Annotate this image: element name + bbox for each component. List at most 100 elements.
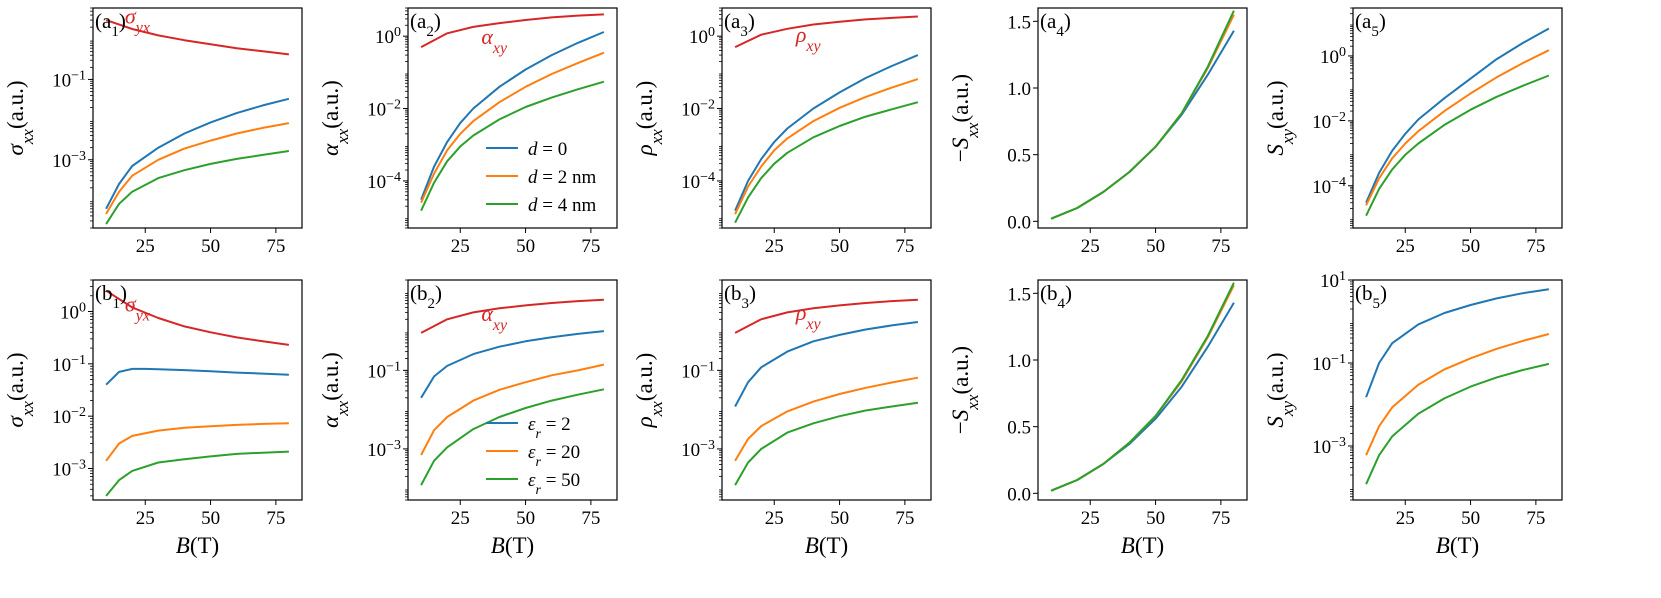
series-a2-0 [420, 13, 604, 48]
x-tick-label: 75 [895, 236, 914, 257]
x-tick-label: 50 [1146, 508, 1165, 529]
axes-frame [1352, 279, 1563, 501]
y-tick-label: 10−3 [52, 457, 86, 481]
series-b5-0 [1365, 288, 1550, 398]
y-tick-label: 10−2 [367, 97, 401, 121]
series-b1-0 [105, 289, 290, 346]
x-tick-label: 75 [581, 508, 600, 529]
y-tick-label: 10−4 [367, 169, 401, 193]
series-a2-3 [420, 80, 605, 212]
legend: d = 0 d = 2 nm d = 4 nm [486, 139, 596, 216]
panel-label: (b3) [724, 281, 756, 312]
axes-frame [407, 279, 618, 501]
series-b4-0 [1050, 302, 1235, 492]
y-tick-label: 10−3 [681, 437, 715, 461]
x-tick-label: 75 [1526, 236, 1545, 257]
y-tick-label: 10−3 [367, 437, 401, 461]
x-axis-label: B(T) [1121, 533, 1164, 558]
annotation-label: ρxy [795, 300, 822, 333]
x-tick-label: 50 [516, 236, 535, 257]
y-tick-label: 101 [1320, 269, 1346, 293]
x-tick-label: 75 [1211, 236, 1230, 257]
y-tick-label: 0.0 [1007, 212, 1031, 233]
series-b3-1 [734, 321, 919, 407]
series-b4-2 [1050, 282, 1235, 492]
y-tick-label: 10−1 [1312, 352, 1346, 376]
annotation-label: σyx [125, 3, 150, 36]
axes-frame [407, 7, 618, 229]
x-tick-label: 75 [266, 508, 285, 529]
x-tick-label: 75 [581, 236, 600, 257]
panel-b4: 25 50 75 0.0 0.5 1.0 1.5 −Sxx(a.u.) B(T) (b4) [948, 279, 1248, 558]
panel-label: (a2) [410, 9, 441, 40]
series-a5-2 [1365, 74, 1550, 217]
x-tick-label: 25 [1396, 508, 1415, 529]
x-axis-label: B(T) [1436, 533, 1479, 558]
series-b2-0 [420, 298, 604, 334]
legend-entry: εr = 50 [528, 470, 580, 498]
x-tick-label: 75 [1211, 508, 1230, 529]
series-a2-2 [420, 51, 605, 204]
series-b1-2 [105, 422, 289, 462]
x-tick-label: 50 [830, 508, 849, 529]
y-tick-label: 100 [1320, 44, 1346, 68]
series-a1-3 [105, 150, 290, 225]
legend-entry: εr = 2 [528, 414, 571, 442]
y-axis-label: αxx(a.u.) [318, 80, 352, 156]
y-tick-label: 100 [375, 25, 401, 49]
panel-label: (b1) [95, 281, 127, 312]
y-tick-label: 1.0 [1007, 351, 1031, 372]
x-tick-label: 25 [765, 236, 784, 257]
axes-frame [1037, 279, 1248, 501]
y-tick-label: 10−4 [1312, 174, 1346, 198]
series-a5-0 [1365, 27, 1550, 204]
x-axis-label: B(T) [805, 533, 848, 558]
y-axis-label: Sxy(a.u.) [1263, 352, 1297, 427]
annotation-label: ρxy [795, 22, 822, 55]
series-b2-2 [420, 363, 605, 456]
x-tick-label: 25 [451, 236, 470, 257]
x-tick-label: 50 [201, 236, 220, 257]
x-tick-label: 50 [1146, 236, 1165, 257]
x-tick-label: 75 [266, 236, 285, 257]
x-tick-label: 50 [1461, 236, 1480, 257]
panel-a3: 25 50 75 10−4 10−2 100 ρxx(a.u.) (a3) ρxy [632, 7, 932, 257]
panel-a2: 25 50 75 10−4 10−2 100 αxx(a.u.) (a2) αxy d = 0d … [318, 7, 618, 257]
x-tick-label: 25 [765, 508, 784, 529]
series-a2-1 [420, 31, 605, 201]
panel-label: (b2) [410, 281, 442, 312]
series-a3-0 [734, 15, 918, 49]
panel-b5: 25 50 75 10−3 10−1 101 Sxy(a.u.) B(T) (b5) [1263, 269, 1563, 558]
annotation-label: αxy [481, 24, 508, 57]
y-tick-label: 10−4 [681, 169, 715, 193]
axes-frame [92, 7, 303, 229]
x-tick-label: 25 [1081, 236, 1100, 257]
series-a1-2 [105, 122, 290, 215]
series-b1-3 [105, 450, 289, 497]
series-a3-2 [734, 78, 919, 215]
series-b3-0 [734, 298, 918, 334]
series-b3-3 [734, 401, 919, 486]
series-a3-3 [734, 101, 919, 224]
series-a4-1 [1050, 14, 1235, 220]
x-tick-label: 75 [895, 508, 914, 529]
y-axis-label: ρxx(a.u.) [632, 353, 666, 429]
y-tick-label: 0.5 [1007, 418, 1031, 439]
annotation-label: αxy [481, 301, 508, 334]
axes-frame [1352, 7, 1563, 229]
panel-b2: 25 50 75 10−3 10−1 αxx(a.u.) B(T) (b2) αxy εr = 2… [318, 279, 618, 558]
x-tick-label: 50 [516, 508, 535, 529]
panel-a1: 25 50 75 10−3 10−1 σxx(a.u.) (a1) σyx [3, 3, 303, 257]
panel-a4: 25 50 75 0.0 0.5 1.0 1.5 −Sxx(a.u.) (a4) [948, 7, 1248, 257]
y-tick-label: 10−2 [681, 97, 715, 121]
y-axis-label: σxx(a.u.) [3, 81, 37, 156]
y-tick-label: 10−1 [681, 359, 715, 383]
series-b2-1 [420, 330, 605, 399]
y-tick-label: 10−2 [1312, 109, 1346, 133]
x-tick-label: 75 [1526, 508, 1545, 529]
y-axis-label: ρxx(a.u.) [632, 81, 666, 157]
series-b3-2 [734, 376, 919, 462]
x-axis-label: B(T) [491, 533, 534, 558]
y-tick-label: 10−2 [52, 405, 86, 429]
panel-label: (a5) [1355, 9, 1386, 40]
